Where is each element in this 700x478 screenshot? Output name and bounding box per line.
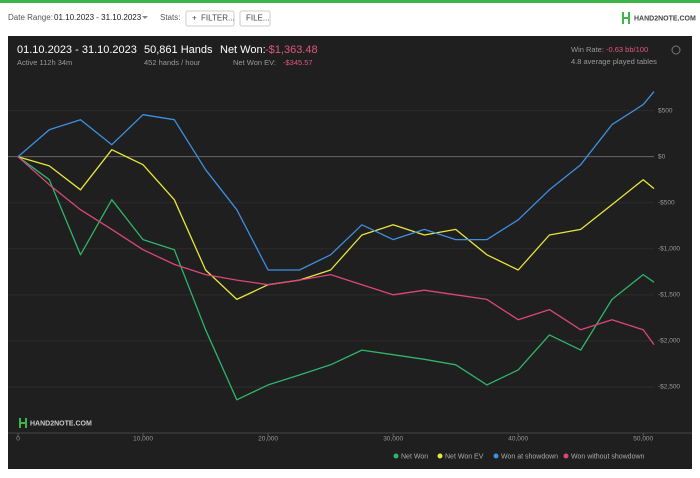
date-range-label: Date Range: <box>8 13 53 22</box>
legend-label: Won at showdown <box>501 453 558 460</box>
hands: 50,861 Hands <box>144 44 213 56</box>
stats-label: Stats: <box>160 13 180 22</box>
y-tick-label: -$2,500 <box>658 384 680 391</box>
tables: 4.8 average played tables <box>571 57 657 66</box>
legend-swatch <box>437 453 443 459</box>
brand-logo <box>622 12 630 24</box>
period: 01.10.2023 - 31.10.2023 <box>17 44 137 56</box>
legend-swatch <box>493 453 499 459</box>
net-won: -$1,363.48 <box>265 44 318 56</box>
x-tick-label: 50,000 <box>633 436 653 443</box>
net-won-label: Net Won: <box>220 44 266 56</box>
y-tick-label: -$2,000 <box>658 338 680 345</box>
net-won-ev-label: Net Won EV: <box>233 58 276 67</box>
watermark-logo <box>19 418 27 428</box>
legend-swatch <box>393 453 399 459</box>
series-line <box>17 156 655 345</box>
legend-label: Won without showdown <box>571 453 645 460</box>
date-range[interactable]: 01.10.2023 - 31.10.2023 <box>54 13 142 22</box>
file-button-text[interactable]: FILE... <box>246 14 270 23</box>
plot: $500 $0 -$500 -$1,000 -$1,500 -$2,000 -$2,500 0… <box>8 91 692 460</box>
x-tick-label: 0 <box>16 436 20 443</box>
x-tick-label: 30,000 <box>383 436 403 443</box>
filter-plus: + <box>192 14 197 23</box>
chart-panel <box>8 36 692 469</box>
series-line <box>17 156 655 401</box>
legend-swatch <box>563 453 569 459</box>
dropdown-arrow[interactable] <box>142 16 148 19</box>
settings-icon[interactable] <box>671 45 681 55</box>
watermark: HAND2NOTE.COM <box>30 420 92 427</box>
filter-button[interactable] <box>185 10 235 27</box>
net-won-ev: -$345.57 <box>283 58 313 67</box>
series-line <box>17 91 655 271</box>
win-rate-label: Win Rate: <box>571 45 604 54</box>
y-tick-label: -$1,000 <box>658 246 680 253</box>
series-line <box>17 149 655 301</box>
filter-button-text[interactable]: FILTER... <box>201 14 235 23</box>
file-button[interactable] <box>239 10 271 27</box>
legend-label: Net Won EV <box>445 453 484 460</box>
active-time: Active 112h 34m <box>17 58 72 67</box>
top-accent <box>0 0 700 3</box>
x-tick-label: 10,000 <box>133 436 153 443</box>
x-tick-label: 40,000 <box>508 436 528 443</box>
y-tick-label: $0 <box>658 153 666 160</box>
brand: HAND2NOTE.COM <box>634 15 696 22</box>
win-rate: -0.63 bb/100 <box>606 45 648 54</box>
hands-per-hour: 452 hands / hour <box>144 58 201 67</box>
y-tick-label: $500 <box>658 107 673 114</box>
y-tick-label: -$1,500 <box>658 292 680 299</box>
x-tick-label: 20,000 <box>258 436 278 443</box>
legend-label: Net Won <box>401 453 428 460</box>
y-tick-label: -$500 <box>658 199 675 206</box>
